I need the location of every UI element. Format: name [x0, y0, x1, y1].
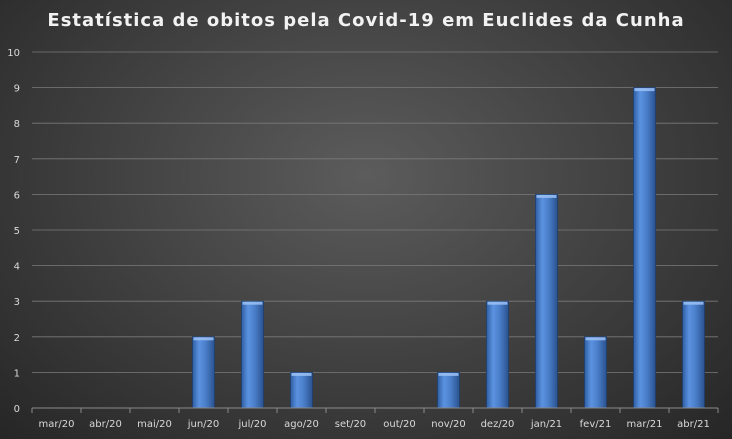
bar-jun-20 — [192, 336, 215, 409]
x-tick-label: dez/20 — [481, 419, 515, 430]
y-tick-label: 6 — [14, 190, 20, 201]
bar-fev-21 — [584, 336, 607, 409]
x-tick-label: jul/20 — [238, 419, 267, 430]
y-tick-label: 7 — [14, 155, 20, 166]
bar-jul-20 — [241, 300, 264, 409]
x-tick-label: set/20 — [335, 419, 366, 430]
x-tick-label: mar/21 — [626, 419, 662, 430]
bar-highlight — [536, 194, 557, 198]
bar-nov-20 — [437, 371, 460, 409]
bar-highlight — [634, 88, 655, 92]
bar-highlight — [438, 372, 459, 376]
y-tick-label: 5 — [14, 226, 20, 237]
bar-highlight — [585, 337, 606, 341]
y-tick-label: 3 — [14, 297, 20, 308]
x-tick-label: fev/21 — [580, 419, 612, 430]
x-tick-label: nov/20 — [431, 419, 465, 430]
y-tick-label: 4 — [14, 262, 20, 273]
x-axis: mar/20 abr/20 mai/20 jun/20 jul/20 ago/20 set/… — [31, 407, 719, 430]
y-tick-label: 8 — [14, 119, 20, 130]
x-tick-label: abr/20 — [89, 419, 122, 430]
bar-abr-21 — [682, 300, 705, 409]
bar-jan-21 — [535, 193, 558, 409]
y-tick-label: 1 — [14, 368, 20, 379]
x-tick-label: abr/21 — [677, 419, 710, 430]
bar-highlight — [291, 372, 312, 376]
bar-highlight — [487, 301, 508, 305]
bar-highlight — [193, 337, 214, 341]
chart-title: Estatística de obitos pela Covid-19 em E… — [47, 10, 685, 31]
y-tick-label: 9 — [14, 84, 20, 95]
bar-mar-21 — [633, 87, 656, 409]
x-tick-label: mar/20 — [38, 419, 74, 430]
x-tick-label: out/20 — [383, 419, 415, 430]
bar-ago-20 — [290, 371, 313, 409]
y-tick-label: 0 — [14, 404, 20, 415]
bar-highlight — [683, 301, 704, 305]
x-tick-label: jan/21 — [530, 419, 562, 430]
bar-dez-20 — [486, 300, 509, 409]
y-tick-label: 2 — [14, 333, 20, 344]
bars — [192, 87, 705, 409]
x-tick-label: ago/20 — [284, 419, 319, 430]
y-axis: 0 1 2 3 4 5 6 7 8 9 10 — [7, 48, 20, 415]
x-tick-label: jun/20 — [187, 419, 220, 430]
bar-highlight — [242, 301, 263, 305]
y-tick-label: 10 — [7, 48, 20, 59]
gridlines — [32, 51, 718, 373]
x-tick-label: mai/20 — [137, 419, 172, 430]
